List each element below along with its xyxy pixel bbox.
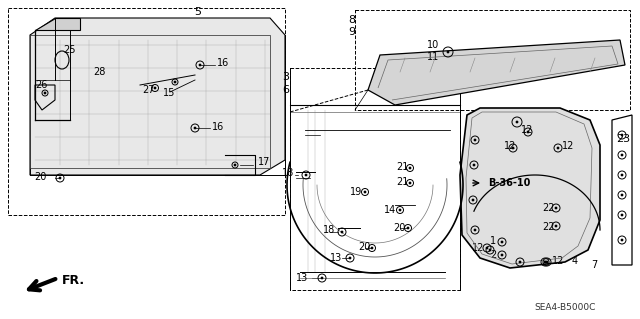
Text: 27: 27	[142, 85, 154, 95]
Circle shape	[516, 121, 518, 123]
Text: 20: 20	[34, 172, 46, 182]
Text: 22: 22	[542, 222, 554, 232]
Circle shape	[349, 256, 351, 259]
Text: 2: 2	[490, 250, 496, 260]
Polygon shape	[30, 18, 285, 175]
Text: 6: 6	[282, 85, 289, 95]
Text: 13: 13	[330, 253, 342, 263]
Circle shape	[321, 277, 323, 279]
Text: 12: 12	[504, 141, 516, 151]
Text: 25: 25	[63, 45, 76, 55]
Circle shape	[488, 249, 492, 251]
Circle shape	[500, 254, 504, 256]
Polygon shape	[368, 40, 625, 105]
Text: 28: 28	[93, 67, 106, 77]
Text: 8: 8	[348, 15, 355, 25]
Circle shape	[557, 147, 559, 149]
Circle shape	[234, 164, 236, 167]
Circle shape	[543, 261, 547, 263]
Text: 12: 12	[472, 243, 484, 253]
Circle shape	[193, 127, 196, 130]
Text: 11: 11	[427, 52, 439, 62]
Text: 12: 12	[521, 125, 533, 135]
Circle shape	[621, 214, 623, 216]
Circle shape	[472, 164, 476, 167]
Text: 5: 5	[194, 7, 201, 17]
Polygon shape	[460, 108, 600, 268]
Text: 12: 12	[552, 256, 564, 266]
Circle shape	[305, 174, 307, 176]
Text: 18: 18	[282, 168, 294, 178]
Text: 18: 18	[323, 225, 335, 235]
Circle shape	[474, 138, 476, 141]
Circle shape	[59, 177, 61, 179]
Text: 16: 16	[212, 122, 224, 132]
Circle shape	[500, 241, 504, 243]
Circle shape	[518, 261, 522, 263]
Circle shape	[486, 247, 488, 249]
Circle shape	[621, 174, 623, 176]
Text: 16: 16	[217, 58, 229, 68]
Circle shape	[474, 229, 476, 231]
Circle shape	[511, 147, 515, 149]
Text: 21: 21	[396, 177, 408, 187]
Circle shape	[472, 199, 474, 201]
Circle shape	[621, 239, 623, 241]
Text: 10: 10	[427, 40, 439, 50]
Text: 12: 12	[562, 141, 574, 151]
Circle shape	[408, 182, 412, 184]
Circle shape	[154, 86, 156, 89]
Circle shape	[621, 134, 623, 137]
Text: 7: 7	[591, 260, 597, 270]
Circle shape	[44, 92, 46, 94]
Text: 4: 4	[572, 256, 578, 266]
Circle shape	[545, 261, 548, 263]
Text: 15: 15	[163, 88, 175, 98]
Circle shape	[621, 194, 623, 197]
Circle shape	[364, 190, 366, 193]
Text: 22: 22	[542, 203, 554, 213]
Circle shape	[555, 207, 557, 209]
Circle shape	[371, 247, 373, 249]
Text: 20: 20	[358, 242, 371, 252]
Circle shape	[408, 167, 412, 169]
Text: 19: 19	[350, 187, 362, 197]
Circle shape	[340, 231, 344, 234]
Circle shape	[621, 154, 623, 156]
Circle shape	[399, 209, 401, 211]
Text: 1: 1	[490, 236, 496, 246]
Text: 21: 21	[396, 162, 408, 172]
Text: FR.: FR.	[62, 273, 85, 286]
Polygon shape	[35, 18, 80, 30]
Text: 20: 20	[393, 223, 405, 233]
Text: 14: 14	[384, 205, 396, 215]
Text: SEA4-B5000C: SEA4-B5000C	[534, 303, 596, 313]
Circle shape	[527, 130, 529, 133]
Circle shape	[447, 51, 449, 53]
Text: 3: 3	[282, 72, 289, 82]
Text: 13: 13	[296, 273, 308, 283]
Text: 17: 17	[258, 157, 270, 167]
Text: 26: 26	[35, 80, 47, 90]
Text: 24: 24	[532, 113, 545, 123]
Circle shape	[406, 226, 410, 229]
Circle shape	[555, 225, 557, 227]
Text: B-36-10: B-36-10	[488, 178, 531, 188]
Text: 9: 9	[348, 27, 355, 37]
Circle shape	[198, 63, 202, 66]
Text: 23: 23	[616, 134, 630, 144]
Circle shape	[173, 81, 177, 83]
